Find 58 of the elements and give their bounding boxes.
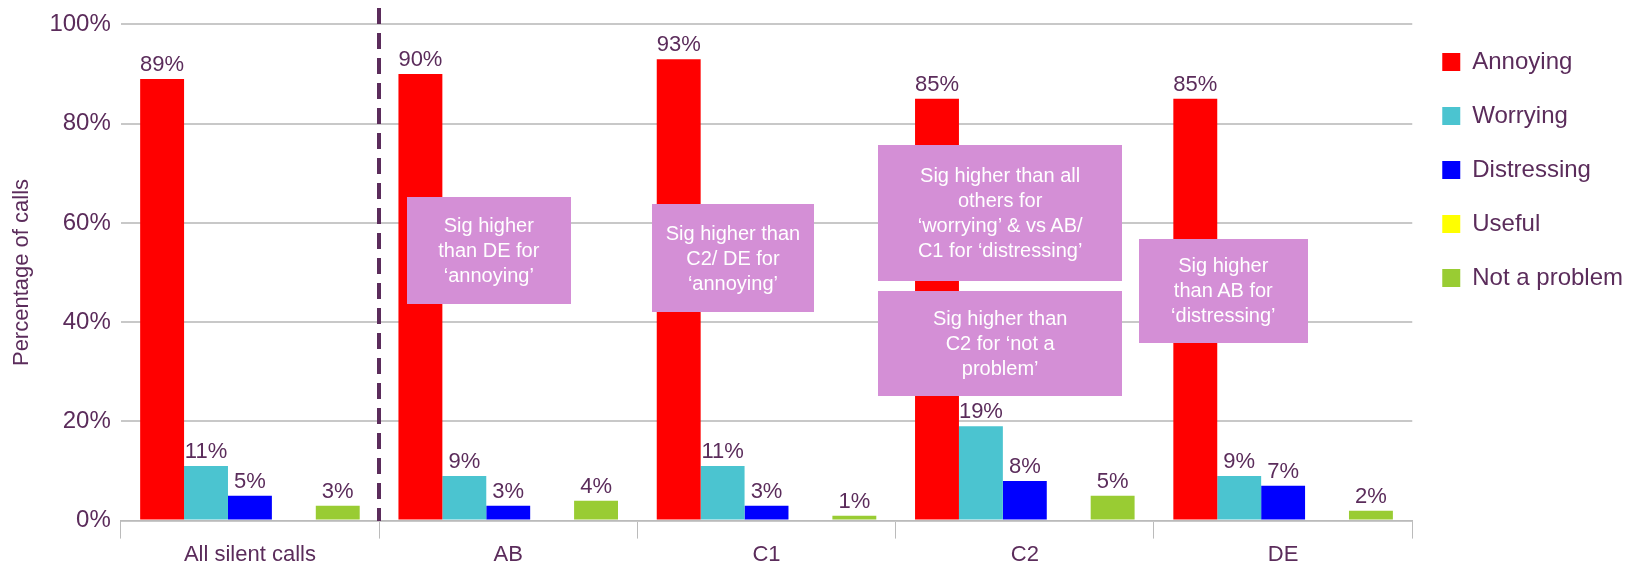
- y-tick-label: 20%: [62, 405, 111, 433]
- data-label: 7%: [1267, 457, 1300, 483]
- y-tick-label: 100%: [49, 9, 111, 37]
- data-label: 4%: [580, 472, 612, 498]
- bar: [315, 505, 360, 520]
- x-tick-label: AB: [493, 540, 523, 566]
- data-label: 3%: [492, 477, 525, 503]
- data-label: 9%: [1223, 448, 1256, 473]
- data-label: 2%: [1355, 482, 1387, 508]
- bar: [1002, 480, 1047, 520]
- data-label: 8%: [1008, 452, 1041, 478]
- x-tick-label: C2: [1010, 540, 1039, 566]
- bar: [184, 466, 228, 520]
- data-label: 9%: [448, 448, 481, 473]
- y-tick-label: 40%: [62, 306, 111, 334]
- legend-label: Not a problem: [1472, 262, 1624, 290]
- bar: [700, 466, 745, 520]
- data-label: 11%: [701, 438, 744, 464]
- bar: [744, 505, 789, 520]
- data-label: 85%: [914, 70, 960, 96]
- bar: [227, 495, 272, 520]
- data-label: 3%: [750, 477, 783, 503]
- data-label: 1%: [838, 487, 871, 513]
- data-label: 90%: [398, 46, 443, 72]
- data-label: 11%: [184, 438, 228, 464]
- bar: [442, 475, 487, 520]
- y-tick-label: 0%: [76, 505, 111, 533]
- y-axis-title: Percentage of calls: [8, 178, 34, 367]
- legend-label: Distressing: [1472, 154, 1591, 182]
- data-label: 93%: [656, 31, 701, 57]
- note-box: Sig higher than C2 for ‘not a problem’: [878, 291, 1123, 397]
- note-box: Sig higher than C2/ DE for ‘annoying’: [651, 204, 815, 313]
- bar: [1090, 495, 1135, 520]
- legend-label: Annoying: [1472, 46, 1573, 74]
- x-tick-label: DE: [1267, 540, 1299, 566]
- data-label: 85%: [1173, 70, 1218, 96]
- bar: [486, 505, 531, 520]
- bar: [1261, 485, 1306, 520]
- y-tick-label: 80%: [62, 108, 111, 136]
- legend-label: Worrying: [1472, 100, 1568, 128]
- bar: [574, 500, 618, 520]
- data-label: 19%: [958, 398, 1003, 424]
- note-box: Sig higher than AB for ‘distressing’: [1139, 238, 1308, 343]
- bar: [958, 426, 1003, 520]
- y-tick-label: 60%: [62, 207, 111, 235]
- data-label: 5%: [234, 467, 266, 493]
- bar: [832, 515, 877, 520]
- note-box: Sig higher than all others for ‘worrying’ & vs AB/ C1 for ‘distressing’: [878, 144, 1123, 281]
- bar: [1348, 510, 1393, 520]
- data-label: 3%: [321, 477, 354, 503]
- data-label: 89%: [140, 51, 185, 77]
- note-box: Sig higher than DE for ‘annoying’: [406, 197, 572, 304]
- bar: [1217, 475, 1262, 520]
- x-tick-label: C1: [752, 540, 781, 566]
- legend-label: Useful: [1472, 208, 1541, 236]
- x-tick-label: All silent calls: [183, 540, 316, 566]
- data-label: 5%: [1096, 467, 1129, 493]
- bar: [140, 78, 185, 520]
